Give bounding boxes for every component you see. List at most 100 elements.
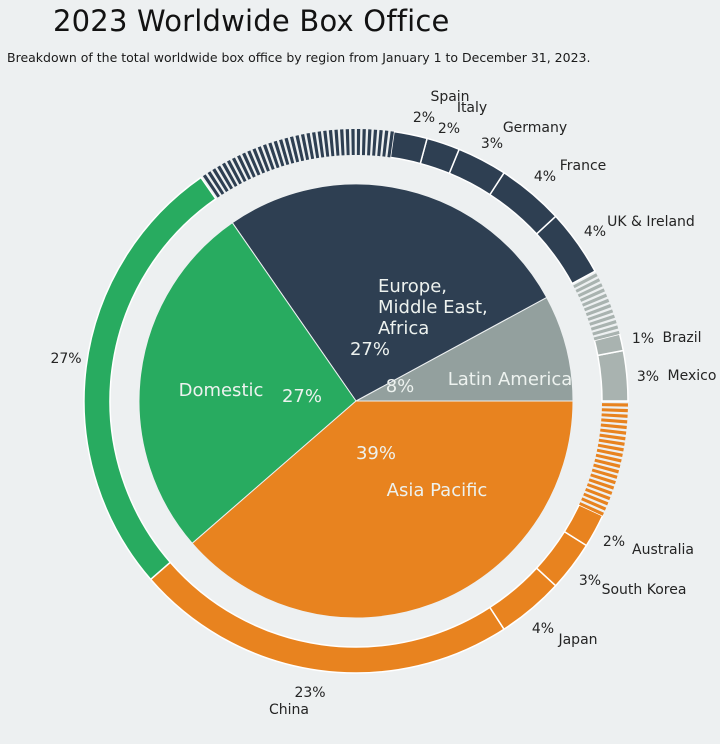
ring-stripe-others bbox=[226, 160, 242, 185]
ring-stripe-others bbox=[600, 423, 627, 430]
ring-label-italy: Italy bbox=[457, 100, 487, 116]
ring-pct-japan: 4% bbox=[532, 621, 554, 637]
ring-stripe-others bbox=[367, 129, 372, 156]
slice-pct-domestic: 27% bbox=[282, 386, 322, 407]
ring-label-uk-ireland: UK & Ireland bbox=[607, 214, 695, 230]
ring-stripe-others bbox=[575, 278, 601, 293]
ring-pct-mexico: 3% bbox=[637, 369, 659, 385]
ring-stripe-others bbox=[284, 137, 295, 164]
ring-stripe-others bbox=[361, 129, 366, 156]
page-title: 2023 Worldwide Box Office bbox=[53, 4, 450, 38]
ring-pct-italy: 2% bbox=[438, 121, 460, 137]
ring-stripe-others bbox=[601, 408, 628, 413]
ring-stripe-others bbox=[387, 131, 394, 158]
ring-stripe-others bbox=[351, 129, 355, 156]
ring-pct-france: 4% bbox=[534, 169, 556, 185]
outer-ring-layer bbox=[83, 129, 629, 674]
ring-stripe-others bbox=[237, 154, 252, 180]
ring-stripe-others bbox=[382, 130, 389, 157]
ring-stripe-others bbox=[573, 273, 598, 289]
ring-pct-brazil: 1% bbox=[632, 331, 654, 347]
chart-label-layer: Latin America 8% Europe, Middle East, Africa… bbox=[50, 89, 716, 718]
slice-pct-latin-america: 8% bbox=[386, 376, 415, 397]
ring-stripe-others bbox=[268, 142, 280, 169]
pie-slice-asia-pacific bbox=[191, 400, 574, 619]
slice-pct-asia-pacific: 39% bbox=[356, 443, 396, 464]
ring-stripe-others bbox=[593, 330, 620, 341]
ring-stripe-others bbox=[356, 129, 361, 156]
ring-stripe-others bbox=[582, 293, 608, 307]
ring-stripe-others bbox=[289, 136, 300, 163]
ring-stripe-others bbox=[591, 468, 618, 479]
ring-stripe-others bbox=[583, 492, 609, 506]
ring-label-china: China bbox=[269, 702, 309, 718]
pie-slice-europe-middle-east-africa bbox=[231, 183, 548, 402]
ring-stripe-others bbox=[590, 320, 617, 331]
ring-stripe-others bbox=[594, 458, 621, 468]
ring-pct-china: 23% bbox=[294, 685, 325, 701]
ring-stripe-others bbox=[247, 150, 261, 176]
ring-stripe-others bbox=[598, 438, 625, 446]
ring-stripe-others bbox=[222, 162, 238, 187]
ring-stripe-others bbox=[295, 135, 305, 162]
ring-label-france: France bbox=[560, 158, 607, 174]
ring-segment-spain bbox=[389, 130, 428, 165]
pie-slice-domestic bbox=[138, 222, 357, 545]
ring-stripe-others bbox=[579, 502, 604, 516]
ring-stripe-others bbox=[588, 478, 615, 490]
ring-pct-australia: 2% bbox=[603, 534, 625, 550]
ring-stripe-others bbox=[595, 453, 622, 463]
slice-label-europe-middle-east-africa: Europe, Middle East, Africa bbox=[378, 276, 488, 339]
ring-label-spain: Spain bbox=[430, 89, 469, 105]
ring-stripe-others bbox=[577, 283, 603, 298]
slice-pct-europe-middle-east-africa: 27% bbox=[350, 339, 390, 360]
ring-label-south-korea: South Korea bbox=[602, 582, 687, 598]
ring-stripe-others bbox=[328, 130, 335, 157]
ring-stripe-others bbox=[231, 157, 247, 183]
ring-stripe-others bbox=[596, 448, 623, 458]
ring-stripe-others bbox=[323, 130, 330, 157]
slice-label-asia-pacific: Asia Pacific bbox=[387, 480, 488, 501]
ring-pct-spain: 2% bbox=[413, 110, 435, 126]
ring-stripe-others bbox=[262, 144, 275, 170]
ring-stripe-others bbox=[377, 130, 383, 157]
ring-stripe-others bbox=[334, 129, 340, 156]
ring-stripe-others bbox=[590, 473, 616, 485]
ring-stripe-others bbox=[601, 418, 628, 424]
ring-label-japan: Japan bbox=[557, 632, 597, 648]
ring-label-brazil: Brazil bbox=[662, 330, 701, 346]
ring-label-mexico: Mexico bbox=[668, 368, 717, 384]
pie-slice-latin-america bbox=[355, 296, 574, 402]
ring-stripe-others bbox=[273, 140, 285, 167]
ring-stripe-others bbox=[599, 433, 626, 441]
slice-label-domestic: Domestic bbox=[179, 380, 264, 401]
ring-label-germany: Germany bbox=[503, 120, 567, 136]
ring-stripe-others bbox=[585, 487, 611, 501]
ring-stripe-others bbox=[579, 288, 605, 302]
ring-stripe-others bbox=[300, 133, 310, 161]
ring-stripe-others bbox=[589, 314, 615, 326]
ring-stripe-others bbox=[597, 443, 624, 452]
ring-stripe-others bbox=[581, 497, 607, 511]
ring-segment-australia bbox=[563, 503, 604, 547]
ring-pct-south-korea: 3% bbox=[579, 573, 601, 589]
slice-label-latin-america: Latin America bbox=[448, 369, 573, 390]
ring-segment-mexico bbox=[596, 349, 629, 402]
ring-stripe-others bbox=[601, 403, 628, 407]
inner-pie-layer bbox=[138, 183, 574, 619]
ring-stripe-others bbox=[202, 174, 220, 198]
ring-stripe-others bbox=[583, 298, 610, 312]
ring-label-australia: Australia bbox=[632, 542, 694, 558]
ring-stripe-others bbox=[593, 463, 620, 474]
ring-stripe-others bbox=[317, 131, 325, 158]
ring-pct-uk-ireland: 4% bbox=[584, 224, 606, 240]
ring-stripe-others bbox=[600, 428, 627, 435]
ring-stripe-others bbox=[306, 132, 315, 160]
ring-stripe-others bbox=[242, 152, 256, 178]
ring-stripe-others bbox=[592, 325, 619, 336]
ring-stripe-others bbox=[585, 304, 612, 317]
ring-stripe-others bbox=[212, 168, 229, 193]
ring-pct-domestic: 27% bbox=[50, 351, 81, 367]
ring-stripe-others bbox=[345, 129, 350, 156]
